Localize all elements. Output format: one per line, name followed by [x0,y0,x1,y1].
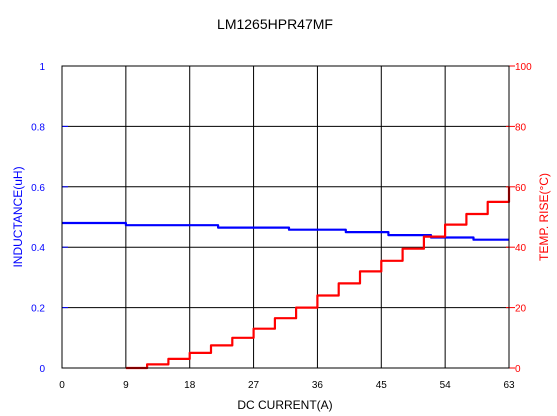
x-tick-label: 9 [123,380,129,391]
x-tick-label: 27 [248,380,260,391]
inductance-series-line [62,221,509,241]
y-left-tick-label: 0.8 [31,122,45,133]
y-right-tick-label: 100 [515,62,532,73]
y-right-tick-label: 20 [515,304,527,315]
x-tick-label: 36 [312,380,324,391]
y-left-tick-label: 1 [39,62,45,73]
chart-title: LM1265HPR47MF [217,16,333,32]
y-right-tick-label: 80 [515,122,527,133]
x-axis-label: DC CURRENT(A) [237,398,332,412]
y-right-tick-label: 60 [515,183,527,194]
y-left-axis-label: INDUCTANCE(uH) [11,166,25,267]
x-tick-label: 54 [440,380,452,391]
plot-frame [61,65,510,369]
x-tick-label: 0 [59,380,65,391]
y-left-tick-label: 0.6 [31,183,45,194]
x-tick-label: 45 [376,380,388,391]
y-left-tick-label: 0.2 [31,304,45,315]
grid [61,65,515,369]
x-tick-label: 18 [184,380,196,391]
series-group [62,186,511,370]
y-right-tick-label: 40 [515,243,527,254]
y-right-tick-label: 0 [515,364,521,375]
x-tick-label: 63 [503,380,515,391]
y-left-tick-label: 0.4 [31,243,45,254]
y-right-axis-label: TEMP. RISE(°C) [537,173,551,261]
temp-rise-series-line [125,186,511,370]
y-left-tick-label: 0 [39,364,45,375]
